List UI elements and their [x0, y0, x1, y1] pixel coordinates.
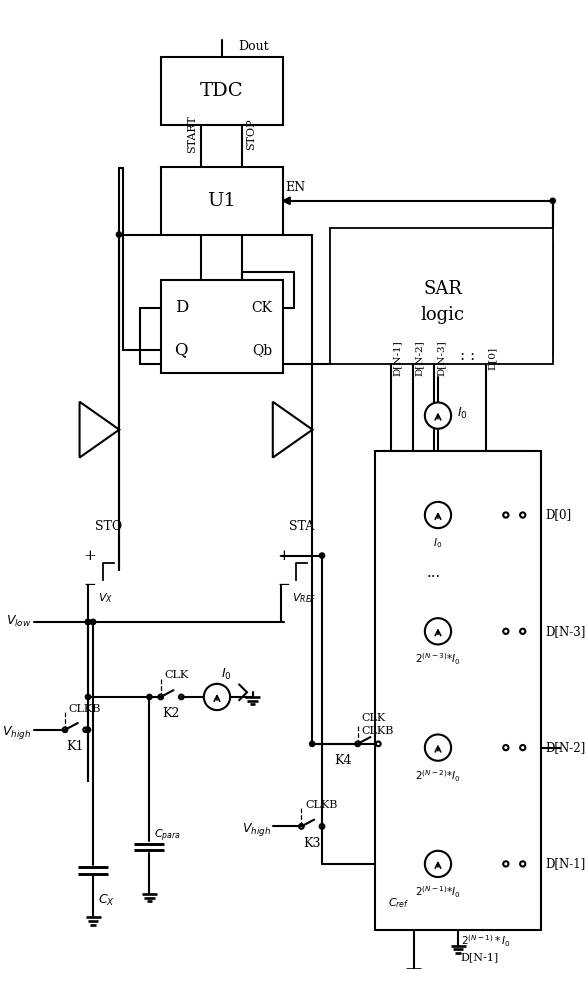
- Circle shape: [85, 694, 90, 700]
- Text: D[N-1]: D[N-1]: [393, 341, 402, 376]
- Polygon shape: [80, 402, 119, 458]
- Text: CLKB: CLKB: [69, 704, 101, 714]
- Polygon shape: [282, 197, 290, 205]
- Text: $2^{(N-3)}$$*I_0$: $2^{(N-3)}$$*I_0$: [415, 652, 461, 667]
- Text: D[N-1]: D[N-1]: [461, 953, 499, 963]
- Bar: [161, 167, 282, 235]
- Text: START: START: [187, 115, 197, 153]
- Text: D[N-1]: D[N-1]: [545, 857, 585, 870]
- Circle shape: [319, 553, 325, 558]
- Text: $V_{high}$: $V_{high}$: [242, 821, 271, 838]
- Text: $2^{(N-1)}*I_0$: $2^{(N-1)}*I_0$: [461, 933, 511, 949]
- Bar: [329, 228, 553, 364]
- Text: $V_X$: $V_X$: [98, 592, 113, 605]
- Text: $I_0$: $I_0$: [457, 406, 467, 421]
- Bar: [161, 57, 282, 125]
- Text: D[0]: D[0]: [545, 509, 571, 522]
- Bar: [351, 242, 553, 355]
- Text: ...: ...: [426, 566, 440, 580]
- Text: Q: Q: [174, 341, 188, 358]
- Circle shape: [425, 402, 451, 429]
- Text: $C_X$: $C_X$: [98, 893, 114, 908]
- Bar: [375, 451, 541, 930]
- Text: $V_{high}$: $V_{high}$: [2, 724, 31, 741]
- Bar: [161, 280, 282, 373]
- Circle shape: [85, 619, 90, 625]
- Text: D[N-2]: D[N-2]: [414, 341, 423, 376]
- Circle shape: [550, 198, 555, 203]
- Text: $V_{low}$: $V_{low}$: [6, 614, 31, 629]
- Text: CLKB: CLKB: [362, 726, 394, 736]
- Circle shape: [425, 502, 451, 528]
- Text: :: :: [470, 349, 475, 363]
- Text: K4: K4: [334, 754, 352, 767]
- Text: U1: U1: [207, 192, 236, 210]
- Text: $C_{ref}$: $C_{ref}$: [388, 896, 409, 910]
- Text: −: −: [84, 578, 96, 592]
- Text: CK: CK: [251, 301, 272, 315]
- Text: CLKB: CLKB: [305, 800, 338, 810]
- Circle shape: [425, 734, 451, 761]
- Circle shape: [425, 618, 451, 644]
- Text: +: +: [84, 549, 96, 563]
- Circle shape: [90, 619, 96, 625]
- Text: $C_{para}$: $C_{para}$: [154, 828, 181, 844]
- Text: K2: K2: [163, 707, 180, 720]
- Text: D[N-3]: D[N-3]: [436, 341, 446, 376]
- Text: CLK: CLK: [362, 713, 386, 723]
- Text: K3: K3: [303, 837, 321, 850]
- Text: +: +: [277, 549, 289, 563]
- Text: logic: logic: [420, 306, 464, 324]
- Text: D[N-3]: D[N-3]: [545, 625, 586, 638]
- Text: $I_0$: $I_0$: [221, 667, 231, 682]
- Text: Qb: Qb: [252, 343, 272, 357]
- Text: TDC: TDC: [200, 82, 244, 100]
- Text: D[N-2]: D[N-2]: [545, 741, 585, 754]
- Text: Dout: Dout: [238, 40, 269, 53]
- Text: STOP: STOP: [246, 118, 256, 150]
- Text: STO: STO: [95, 520, 122, 533]
- Circle shape: [204, 684, 230, 710]
- Text: SAR: SAR: [423, 280, 462, 298]
- Text: $I_0$: $I_0$: [433, 536, 443, 550]
- Text: D[0]: D[0]: [488, 347, 497, 370]
- Text: $2^{(N-1)}$$*I_0$: $2^{(N-1)}$$*I_0$: [415, 884, 461, 900]
- Circle shape: [85, 619, 90, 625]
- Text: D: D: [175, 299, 188, 316]
- Text: $2^{(N-2)}$$*I_0$: $2^{(N-2)}$$*I_0$: [415, 768, 461, 784]
- Circle shape: [85, 727, 90, 732]
- Text: EN: EN: [286, 181, 306, 194]
- Circle shape: [116, 232, 122, 237]
- Text: STA: STA: [289, 520, 314, 533]
- Circle shape: [425, 851, 451, 877]
- Bar: [375, 261, 511, 338]
- Text: :: :: [459, 349, 464, 363]
- Text: $V_{REF}$: $V_{REF}$: [292, 592, 316, 605]
- Text: CLK: CLK: [164, 670, 188, 680]
- Text: −: −: [277, 578, 289, 592]
- Circle shape: [85, 619, 90, 625]
- Text: K1: K1: [66, 740, 84, 753]
- Circle shape: [147, 694, 152, 700]
- Polygon shape: [273, 402, 312, 458]
- Circle shape: [309, 741, 315, 746]
